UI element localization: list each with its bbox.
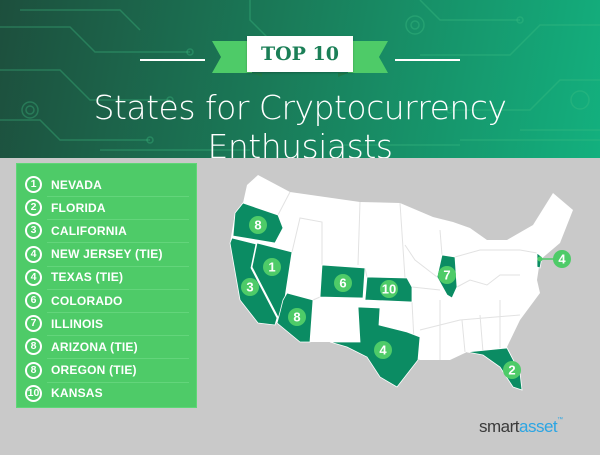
divider — [47, 288, 189, 290]
rank-badge: 8 — [25, 361, 42, 379]
rank-label-texas: 4 — [379, 343, 387, 358]
ranking-item: 4 NEW JERSEY (TIE) — [17, 243, 198, 267]
state-name: KANSAS — [51, 386, 103, 401]
divider — [47, 265, 189, 267]
rank-badge: 7 — [25, 315, 42, 333]
ranking-item: 10 KANSAS — [17, 382, 198, 405]
rank-marker-oregon — [249, 216, 267, 234]
rank-label-illinois: 7 — [443, 268, 450, 283]
divider — [47, 219, 189, 221]
page-title: States for Cryptocurrency Enthusiasts — [93, 88, 507, 158]
logo-part1: smart — [479, 417, 520, 436]
state-name: ILLINOIS — [51, 316, 104, 331]
rank-marker-florida — [503, 361, 521, 379]
rank-marker-california — [241, 278, 259, 296]
state-name: CALIFORNIA — [51, 223, 127, 238]
ranking-item: 8 OREGON (TIE) — [17, 359, 198, 383]
rank-marker-colorado — [334, 274, 352, 292]
state-name: COLORADO — [51, 293, 123, 308]
ranking-item: 3 CALIFORNIA — [17, 219, 198, 244]
rank-badge: 3 — [25, 222, 42, 240]
smartasset-logo: smartasset™ — [479, 417, 563, 437]
rank-badge: 4 — [25, 245, 42, 263]
state-borders — [277, 191, 538, 361]
state-name: ARIZONA (TIE) — [51, 339, 138, 354]
rank-marker-texas — [374, 341, 392, 359]
ranking-item: 2 FLORIDA — [17, 196, 198, 221]
rank-marker-nevada — [263, 258, 281, 276]
rank-label-kansas: 10 — [382, 282, 396, 297]
ranking-item: 4 TEXAS (TIE) — [17, 266, 198, 290]
rank-badge: 4 — [25, 268, 42, 286]
ranking-item: 1 NEVADA — [17, 173, 198, 197]
header-banner: TOP 10 States for Cryptocurrency Enthusi… — [0, 0, 600, 158]
rank-label-arizona: 8 — [293, 310, 300, 325]
ranking-item: 6 COLORADO — [17, 289, 198, 313]
decorative-line-left — [140, 59, 205, 61]
ranking-item: 7 ILLINOIS — [17, 312, 198, 337]
state-name: TEXAS (TIE) — [51, 270, 124, 285]
state-name: NEVADA — [51, 177, 102, 192]
top-10-badge: TOP 10 — [247, 36, 353, 72]
logo-tm: ™ — [557, 417, 563, 423]
rank-marker-arizona — [288, 308, 306, 326]
state-name: OREGON (TIE) — [51, 363, 137, 378]
rank-label-colorado: 6 — [339, 276, 346, 291]
rank-badge: 8 — [25, 338, 42, 356]
rank-badge: 1 — [25, 176, 42, 193]
leader-dot — [537, 256, 543, 262]
divider — [47, 242, 189, 244]
state-name: FLORIDA — [51, 200, 106, 215]
divider — [47, 358, 189, 360]
divider — [47, 335, 189, 337]
ranking-item: 8 ARIZONA (TIE) — [17, 335, 198, 360]
decorative-line-right — [395, 59, 460, 61]
rank-badge: 2 — [25, 199, 42, 217]
rank-label-nevada: 1 — [268, 260, 275, 275]
rank-marker-kansas — [380, 280, 398, 298]
state-florida — [466, 347, 523, 391]
divider — [47, 381, 189, 383]
circuit-pattern — [0, 0, 600, 151]
rank-marker-illinois — [438, 266, 456, 284]
ranking-list: 1 NEVADA 2 FLORIDA 3 CALIFORNIA 4 NEW JERSEY (T… — [16, 163, 197, 408]
rank-badge: 6 — [25, 292, 42, 309]
divider — [47, 196, 189, 197]
ribbon-icon — [212, 41, 388, 77]
rank-label-oregon: 8 — [254, 218, 261, 233]
rank-label-california: 3 — [246, 280, 253, 295]
rank-badge: 10 — [25, 384, 42, 402]
rank-label-new-jersey: 4 — [558, 252, 566, 267]
rank-label-florida: 2 — [508, 363, 515, 378]
logo-part2: asset — [519, 417, 558, 436]
state-name: NEW JERSEY (TIE) — [51, 247, 163, 262]
rank-marker-new-jersey — [553, 250, 571, 268]
divider — [47, 312, 189, 313]
